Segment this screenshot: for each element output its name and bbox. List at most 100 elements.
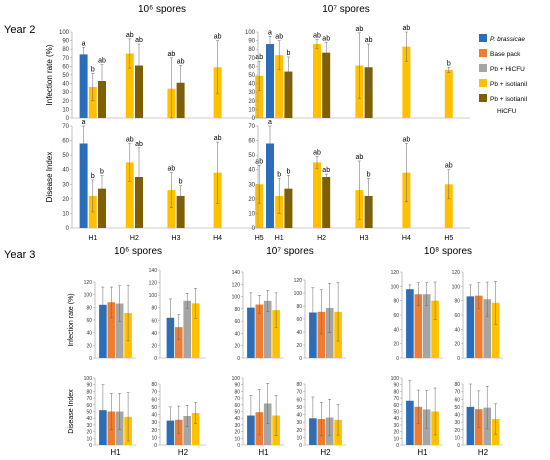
y-tick-label: 20 bbox=[393, 342, 399, 348]
y-tick-label: 20 bbox=[151, 428, 157, 434]
y-tick-label: 30 bbox=[393, 423, 399, 429]
y-tick-label: 0 bbox=[396, 443, 399, 449]
y3-col3-title: 10⁸ spores bbox=[424, 246, 472, 257]
chart-y3-10e7-H2-inf: 0 20 40 60 80 100 120 bbox=[294, 278, 346, 362]
y-tick-label: 60 bbox=[62, 139, 69, 145]
chart-y3-10e7-H1-inf: 0 20 40 60 80 100 120 140 bbox=[232, 270, 284, 362]
y-tick-label: 60 bbox=[86, 403, 92, 409]
y-tick-label: 70 bbox=[62, 56, 69, 62]
y-tick-label: 40 bbox=[151, 413, 157, 419]
y-tick-label: 100 bbox=[59, 30, 70, 36]
bar bbox=[255, 75, 264, 118]
y-tick-label: 100 bbox=[232, 295, 241, 301]
significance-label: a bbox=[82, 40, 86, 47]
y-tick-label: 40 bbox=[151, 331, 157, 337]
y-tick-label: 70 bbox=[86, 396, 92, 402]
significance-label: ab bbox=[313, 33, 321, 40]
significance-label: ab bbox=[403, 136, 411, 143]
bar bbox=[322, 52, 331, 118]
legend-swatch bbox=[479, 79, 487, 87]
y-tick-label: 50 bbox=[234, 410, 240, 416]
y-tick-label: 100 bbox=[245, 30, 256, 36]
bar bbox=[475, 295, 483, 358]
y-tick-label: 80 bbox=[234, 389, 240, 395]
x-tick-label: H3 bbox=[172, 235, 181, 242]
y-axis-label: Infection rate (%) bbox=[45, 44, 54, 105]
y-tick-label: 50 bbox=[62, 153, 69, 159]
bar bbox=[255, 184, 264, 228]
y-tick-label: 50 bbox=[86, 410, 92, 416]
y-tick-label: 30 bbox=[248, 182, 255, 188]
significance-label: ab bbox=[255, 54, 263, 61]
y2-col2-title: 10⁷ spores bbox=[322, 4, 370, 15]
y-axis-label: Infection rate (%) bbox=[68, 293, 75, 346]
significance-label: b bbox=[286, 169, 290, 176]
y-tick-label: 70 bbox=[248, 124, 255, 130]
bar bbox=[431, 300, 439, 358]
y-tick-label: 50 bbox=[248, 153, 255, 159]
y-tick-label: 40 bbox=[454, 327, 460, 333]
bar bbox=[284, 188, 293, 228]
y-tick-label: 60 bbox=[296, 397, 302, 403]
y-tick-label: 40 bbox=[248, 82, 255, 88]
significance-label: ab bbox=[403, 25, 411, 32]
y-tick-label: 20 bbox=[454, 428, 460, 434]
significance-label: b bbox=[367, 171, 371, 178]
y-tick-label: 70 bbox=[248, 56, 255, 62]
y-tick-label: 70 bbox=[296, 390, 302, 396]
y-tick-label: 70 bbox=[393, 396, 399, 402]
y-tick-label: 40 bbox=[86, 331, 92, 337]
bar bbox=[99, 304, 107, 358]
y-tick-label: 0 bbox=[299, 443, 302, 449]
y-tick-label: 80 bbox=[296, 304, 302, 310]
y-tick-label: 40 bbox=[454, 413, 460, 419]
y3-col2-title: 10⁷ spores bbox=[266, 246, 314, 257]
y-tick-label: 100 bbox=[232, 376, 241, 382]
bar bbox=[406, 400, 414, 445]
bar bbox=[317, 311, 326, 358]
y-tick-label: 0 bbox=[252, 116, 256, 122]
bar bbox=[107, 302, 116, 358]
significance-label: ab bbox=[275, 34, 283, 41]
y-tick-label: 90 bbox=[248, 39, 255, 45]
significance-label: a bbox=[82, 119, 86, 126]
y-tick-label: 60 bbox=[248, 64, 255, 70]
y-tick-label: 60 bbox=[296, 317, 302, 323]
y-tick-label: 60 bbox=[151, 397, 157, 403]
y-tick-label: 70 bbox=[151, 390, 157, 396]
significance-label: ab bbox=[168, 166, 176, 173]
significance-label: ab bbox=[177, 59, 185, 66]
y-tick-label: 40 bbox=[296, 330, 302, 336]
significance-label: ab bbox=[126, 136, 134, 143]
significance-label: a bbox=[268, 119, 272, 126]
y-tick-label: 0 bbox=[66, 226, 70, 232]
y-tick-label: 100 bbox=[84, 293, 93, 299]
y-tick-label: 0 bbox=[299, 356, 302, 362]
significance-label: ab bbox=[168, 51, 176, 58]
bar bbox=[414, 406, 423, 445]
y-tick-label: 100 bbox=[84, 376, 93, 382]
y-tick-label: 50 bbox=[62, 73, 69, 79]
y-tick-label: 20 bbox=[296, 428, 302, 434]
y-tick-label: 30 bbox=[248, 90, 255, 96]
y-tick-label: 80 bbox=[86, 389, 92, 395]
x-tick-label: H1 bbox=[275, 235, 284, 242]
y-tick-label: 90 bbox=[86, 383, 92, 389]
y-tick-label: 40 bbox=[234, 416, 240, 422]
x-tick-label: H1 bbox=[258, 448, 269, 457]
y-tick-label: 10 bbox=[86, 436, 92, 442]
x-tick-label: H2 bbox=[478, 448, 489, 457]
x-tick-label: H5 bbox=[255, 235, 264, 242]
legend-label: Base pack bbox=[490, 51, 521, 58]
significance-label: ab bbox=[214, 34, 222, 41]
y-tick-label: 50 bbox=[296, 405, 302, 411]
x-tick-label: H1 bbox=[88, 235, 97, 242]
bar bbox=[313, 162, 321, 228]
chart-y3-10e8-H2-inf: 0 20 40 60 80 100 120 bbox=[452, 270, 503, 362]
bar bbox=[247, 307, 255, 358]
x-tick-label: H2 bbox=[317, 235, 326, 242]
y-tick-label: 80 bbox=[234, 307, 240, 313]
y-tick-label: 0 bbox=[154, 356, 157, 362]
